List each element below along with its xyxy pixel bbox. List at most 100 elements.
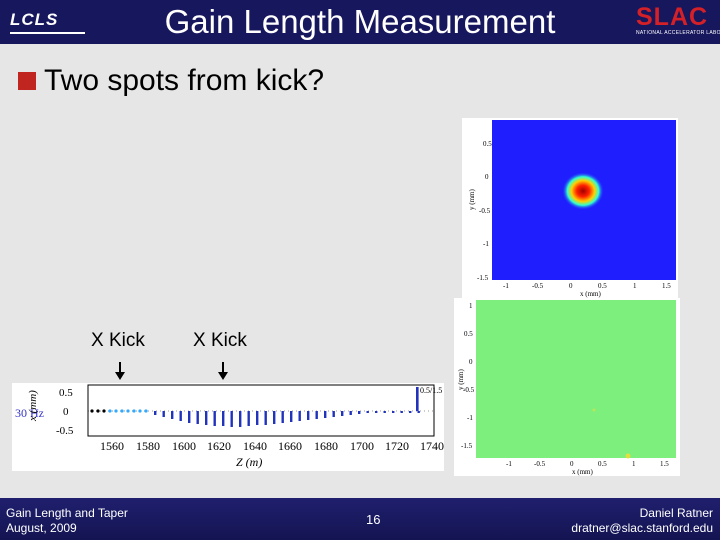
x-tick-label: -1 [503, 282, 509, 290]
profile-bar [298, 411, 301, 421]
x-tick-label: 1 [633, 282, 637, 290]
footer-email: dratner@slac.stanford.edu [571, 521, 713, 535]
x-tick-label: 1.5 [660, 460, 669, 468]
footer-talk-title: Gain Length and Taper [6, 506, 128, 520]
slide-title: Gain Length Measurement [164, 3, 556, 40]
kick-arrow-1-icon [115, 372, 125, 380]
x-tick-label: 1560 [100, 439, 124, 453]
x-tick-label: 1620 [207, 439, 231, 453]
footer-bar: Gain Length and Taper August, 2009 16 Da… [0, 498, 720, 540]
profile-dot [90, 409, 94, 413]
profile-bar [256, 411, 259, 425]
profile-dot [96, 409, 100, 413]
profile-bar [171, 411, 174, 419]
y-axis-label: y (mm) [457, 369, 465, 390]
profile-bar [358, 411, 361, 414]
profile-bar [307, 411, 310, 420]
profile-dot [138, 409, 142, 413]
camera-image [476, 300, 676, 458]
x-tick-label: 1.5 [662, 282, 671, 290]
profile-bar [247, 411, 250, 426]
profile-bar [162, 411, 165, 417]
profile-dot [102, 409, 106, 413]
y-tick-label: -0.5 [56, 425, 74, 437]
y-tick-label: -1.5 [477, 274, 489, 282]
profile-bar [222, 411, 225, 426]
x-tick-label: -0.5 [532, 282, 544, 290]
bullet-square-icon [18, 72, 36, 90]
kick-arrow-2-shaft [222, 362, 224, 374]
footer-date: August, 2009 [6, 521, 77, 535]
x-axis-label: x (mm) [580, 290, 601, 298]
beam-spot [562, 172, 604, 210]
header-bar: LCLS Gain Length Measurement SLAC NATION… [0, 0, 720, 44]
profile-bar [417, 411, 420, 413]
x-tick-label: 1600 [172, 439, 196, 453]
y-tick-label: 0 [63, 406, 69, 418]
profile-bar [230, 411, 233, 427]
bright-pixel [592, 408, 596, 412]
x-tick-label: -1 [506, 460, 512, 468]
x-tick-label: 1 [632, 460, 636, 468]
y-axis-label: y (mm) [468, 189, 476, 210]
x-tick-label: 1740 [420, 439, 444, 453]
profile-bar [315, 411, 318, 419]
bright-pixel [625, 453, 631, 459]
y-tick-label: -1.5 [461, 442, 473, 450]
profile-bar [154, 411, 157, 415]
beam-image-top-svg: y (mm) 0.5 0 -0.5 -1 -1.5 -1 -0.5 0 0.5 … [468, 120, 676, 298]
profile-bar [205, 411, 208, 425]
profile-dot [120, 409, 124, 413]
side-label: 30 Hz [15, 406, 44, 420]
slac-logo-text: SLAC [636, 3, 709, 31]
beam-profile-plot: 30 Hz x (mm) 0.5 0 -0.5 0.5/1.5 1560 158… [12, 383, 444, 471]
x-tick-label: 0 [569, 282, 573, 290]
y-tick-label: 0 [469, 358, 473, 366]
lcls-logo-underline [10, 32, 85, 34]
kick-label-2: X Kick [193, 330, 247, 351]
slac-logo: SLAC NATIONAL ACCELERATOR LABORATORY [636, 3, 720, 40]
profile-bar [290, 411, 293, 422]
plot-frame [87, 384, 435, 437]
page-number: 16 [366, 512, 381, 527]
right-corner-label: 0.5/1.5 [420, 386, 442, 395]
profile-bar [400, 411, 403, 413]
y-tick-label: 0.5 [59, 387, 73, 399]
y-tick-label: 0 [485, 173, 489, 181]
y-tick-label: 1 [469, 302, 473, 310]
lcls-logo: LCLS [10, 10, 85, 34]
lcls-logo-text: LCLS [10, 10, 59, 29]
profile-bar [281, 411, 284, 423]
profile-dot [114, 409, 118, 413]
x-tick-label: 1680 [314, 439, 338, 453]
x-tick-label: 0 [570, 460, 574, 468]
profile-bar [409, 411, 412, 413]
x-tick-label: 1640 [243, 439, 267, 453]
x-axis-label: Z (m) [236, 455, 262, 469]
beam-image-bottom-svg: y (mm) 1 0.5 0 -0.5 -1 -1.5 -1 -0.5 0 0.… [457, 300, 676, 476]
profile-bar [273, 411, 276, 424]
y-tick-label: -1 [467, 414, 473, 422]
kick-label-1: X Kick [91, 330, 145, 351]
x-tick-label: 1660 [278, 439, 302, 453]
x-tick-label: 1720 [385, 439, 409, 453]
profile-bar [375, 411, 378, 413]
profile-bars [90, 387, 420, 427]
slac-logo-subtitle: NATIONAL ACCELERATOR LABORATORY [636, 30, 720, 36]
kick-arrow-2-icon [218, 372, 228, 380]
x-tick-label: 1580 [136, 439, 160, 453]
x-tick-label: -0.5 [534, 460, 546, 468]
y-tick-label: 0.5 [464, 330, 473, 338]
y-tick-label: -0.5 [479, 207, 491, 215]
profile-dot [144, 409, 148, 413]
y-tick-label: -0.5 [463, 386, 475, 394]
beam-image-bottom-panel: y (mm) 1 0.5 0 -0.5 -1 -1.5 -1 -0.5 0 0.… [454, 298, 680, 476]
beam-profile-svg: 30 Hz x (mm) 0.5 0 -0.5 0.5/1.5 1560 158… [15, 384, 444, 469]
profile-dot [108, 409, 112, 413]
profile-bar [179, 411, 182, 421]
x-tick-label: 1700 [350, 439, 374, 453]
footer-right: Daniel Ratner dratner@slac.stanford.edu [571, 506, 713, 536]
profile-dot [132, 409, 136, 413]
footer-author: Daniel Ratner [639, 506, 713, 520]
profile-bar [213, 411, 216, 426]
